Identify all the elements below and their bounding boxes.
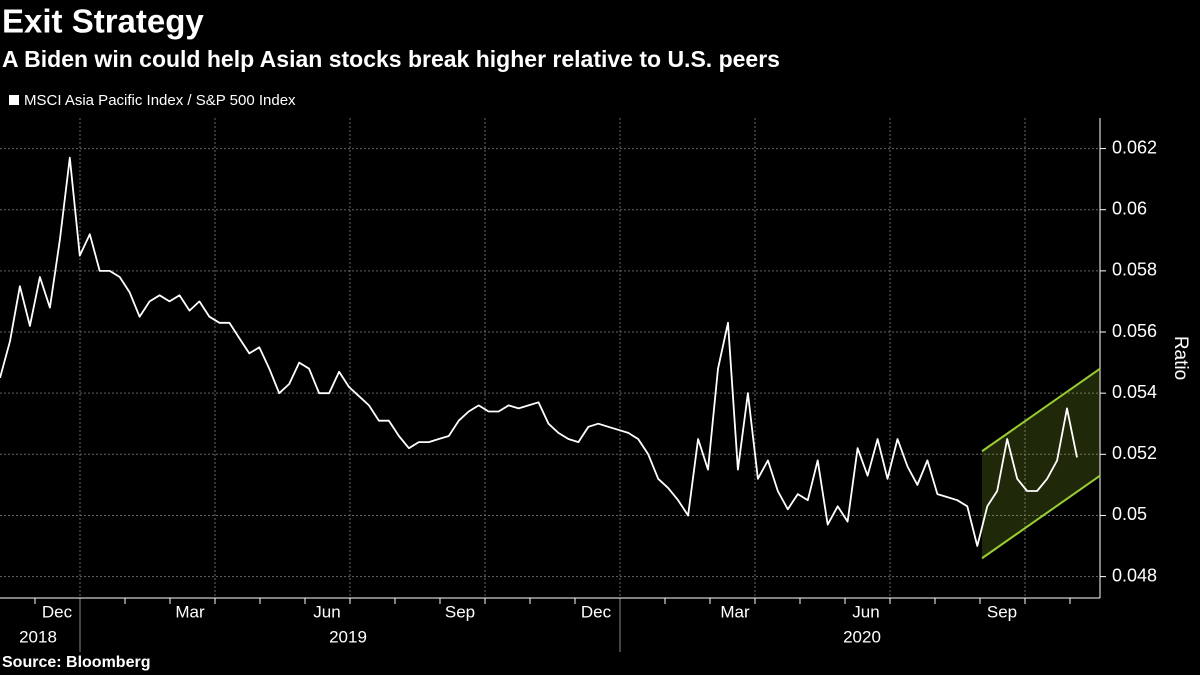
year-label: 2020 bbox=[843, 627, 881, 646]
x-tick-label: Mar bbox=[175, 602, 205, 621]
x-tick-label: Dec bbox=[42, 602, 73, 621]
source: Source: Bloomberg bbox=[2, 654, 150, 671]
chart-title: Exit Strategy bbox=[2, 3, 204, 40]
legend-label: MSCI Asia Pacific Index / S&P 500 Index bbox=[24, 92, 296, 109]
y-tick-label: 0.06 bbox=[1112, 198, 1147, 218]
channel-upper bbox=[981, 367, 1101, 453]
legend-swatch bbox=[9, 95, 19, 105]
channel-lower bbox=[981, 474, 1101, 560]
y-tick-label: 0.054 bbox=[1112, 382, 1157, 402]
year-label: 2018 bbox=[19, 627, 57, 646]
y-tick-label: 0.052 bbox=[1112, 443, 1157, 463]
x-tick-label: Jun bbox=[313, 602, 340, 621]
x-tick-label: Dec bbox=[581, 602, 612, 621]
year-label: 2019 bbox=[329, 627, 367, 646]
y-tick-label: 0.056 bbox=[1112, 321, 1157, 341]
y-tick-label: 0.058 bbox=[1112, 260, 1157, 280]
x-tick-label: Sep bbox=[445, 602, 475, 621]
x-tick-label: Jun bbox=[852, 602, 879, 621]
channel-fill bbox=[982, 368, 1100, 559]
y-tick-label: 0.048 bbox=[1112, 565, 1157, 585]
y-tick-label: 0.062 bbox=[1112, 137, 1157, 157]
x-tick-label: Sep bbox=[987, 602, 1017, 621]
line-series bbox=[0, 156, 1078, 547]
y-axis-label: Ratio bbox=[1170, 336, 1191, 380]
x-tick-label: Mar bbox=[720, 602, 750, 621]
y-tick-label: 0.05 bbox=[1112, 504, 1147, 524]
chart-subtitle: A Biden win could help Asian stocks brea… bbox=[2, 46, 780, 72]
